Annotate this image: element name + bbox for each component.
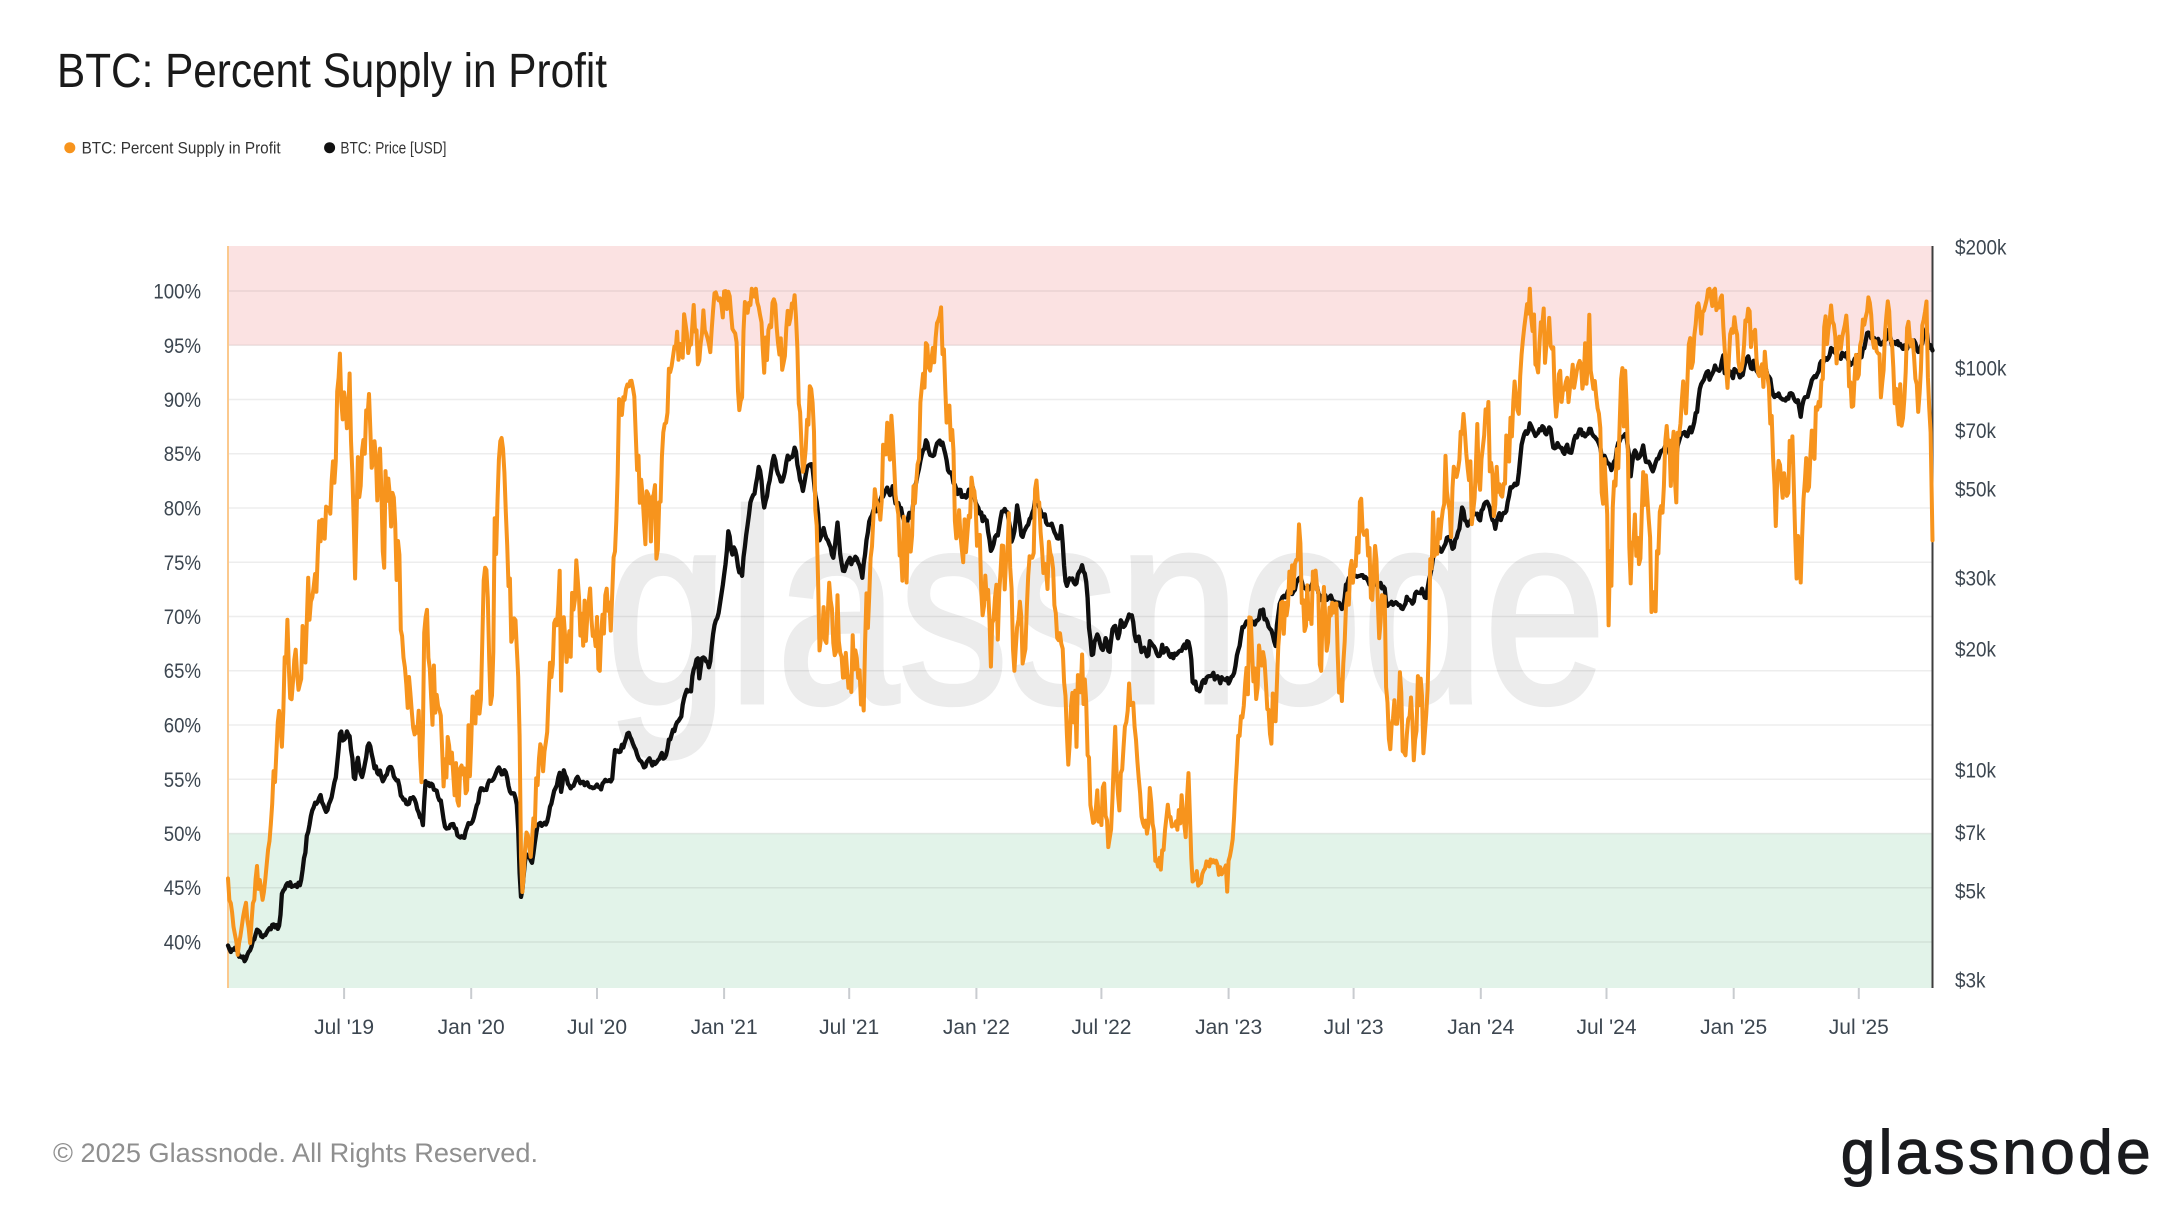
svg-text:Jan '21: Jan '21 [691, 1016, 758, 1039]
svg-text:Jan '24: Jan '24 [1447, 1016, 1514, 1039]
svg-text:Jan '25: Jan '25 [1700, 1016, 1767, 1039]
svg-text:$3k: $3k [1955, 970, 1986, 993]
svg-text:80%: 80% [164, 498, 201, 521]
svg-text:Jul '20: Jul '20 [567, 1016, 627, 1039]
svg-text:Jul '22: Jul '22 [1071, 1016, 1131, 1039]
svg-text:Jan '22: Jan '22 [943, 1016, 1010, 1039]
svg-text:Jul '25: Jul '25 [1829, 1016, 1889, 1039]
svg-text:90%: 90% [164, 389, 201, 412]
svg-text:BTC: Price [USD]: BTC: Price [USD] [340, 139, 446, 158]
svg-text:$30k: $30k [1955, 568, 1996, 591]
svg-text:$20k: $20k [1955, 639, 1996, 662]
svg-text:40%: 40% [164, 932, 201, 955]
svg-text:60%: 60% [164, 715, 201, 738]
svg-text:BTC: Percent Supply in Profit: BTC: Percent Supply in Profit [57, 45, 607, 98]
svg-text:75%: 75% [164, 552, 201, 575]
svg-text:Jul '19: Jul '19 [314, 1016, 374, 1039]
svg-text:© 2025 Glassnode. All Rights R: © 2025 Glassnode. All Rights Reserved. [53, 1138, 538, 1168]
svg-text:glassnode: glassnode [1841, 1119, 2154, 1188]
svg-text:50%: 50% [164, 823, 201, 846]
svg-text:Jul '23: Jul '23 [1324, 1016, 1384, 1039]
svg-text:Jan '20: Jan '20 [438, 1016, 505, 1039]
svg-text:Jul '24: Jul '24 [1576, 1016, 1636, 1039]
svg-text:$5k: $5k [1955, 881, 1986, 904]
svg-text:70%: 70% [164, 606, 201, 629]
svg-text:45%: 45% [164, 877, 201, 900]
svg-text:$7k: $7k [1955, 822, 1986, 845]
svg-text:$10k: $10k [1955, 760, 1996, 783]
svg-text:55%: 55% [164, 769, 201, 792]
svg-text:$100k: $100k [1955, 358, 2007, 381]
svg-text:$200k: $200k [1955, 237, 2007, 260]
svg-text:65%: 65% [164, 660, 201, 683]
svg-text:100%: 100% [153, 281, 201, 304]
svg-text:95%: 95% [164, 335, 201, 358]
svg-text:BTC: Percent Supply in Profit: BTC: Percent Supply in Profit [82, 139, 281, 158]
svg-text:Jan '23: Jan '23 [1195, 1016, 1262, 1039]
svg-text:glassnode: glassnode [606, 455, 1606, 762]
svg-text:Jul '21: Jul '21 [819, 1016, 879, 1039]
svg-text:$50k: $50k [1955, 479, 1996, 502]
svg-text:$70k: $70k [1955, 420, 1996, 443]
svg-text:85%: 85% [164, 443, 201, 466]
